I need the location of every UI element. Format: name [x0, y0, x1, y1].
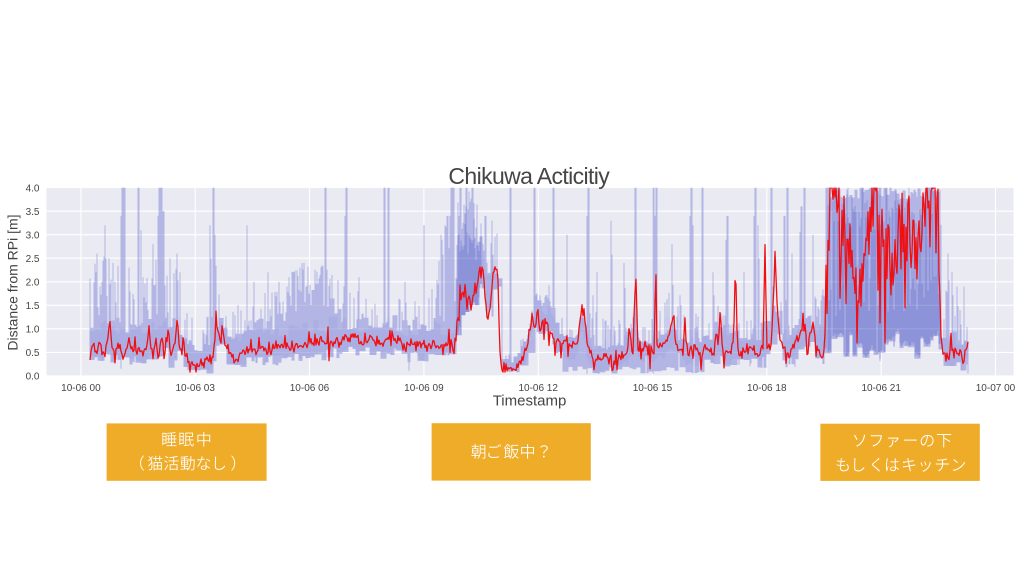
- svg-text:Timestamp: Timestamp: [493, 393, 567, 410]
- svg-text:1.0: 1.0: [26, 325, 40, 336]
- svg-text:2.0: 2.0: [26, 278, 40, 289]
- svg-text:0.5: 0.5: [26, 348, 40, 359]
- svg-text:Chikuwa Acticitiy: Chikuwa Acticitiy: [448, 163, 610, 189]
- svg-text:10-06 03: 10-06 03: [175, 383, 215, 394]
- svg-text:0.0: 0.0: [26, 372, 40, 383]
- svg-text:1.5: 1.5: [26, 301, 40, 312]
- svg-text:10-06 09: 10-06 09: [404, 383, 444, 394]
- svg-text:10-06 06: 10-06 06: [290, 383, 330, 394]
- svg-text:10-07 00: 10-07 00: [976, 383, 1016, 394]
- svg-text:10-06 15: 10-06 15: [633, 383, 673, 394]
- svg-text:10-06 12: 10-06 12: [518, 383, 558, 394]
- svg-text:10-06 00: 10-06 00: [61, 383, 101, 394]
- svg-text:Distance from RPi [m]: Distance from RPi [m]: [5, 214, 21, 350]
- svg-text:3.0: 3.0: [26, 230, 40, 241]
- svg-text:3.5: 3.5: [26, 207, 40, 218]
- svg-text:10-06 21: 10-06 21: [861, 383, 901, 394]
- svg-text:10-06 18: 10-06 18: [747, 383, 787, 394]
- svg-text:2.5: 2.5: [26, 254, 40, 265]
- svg-text:4.0: 4.0: [26, 183, 40, 194]
